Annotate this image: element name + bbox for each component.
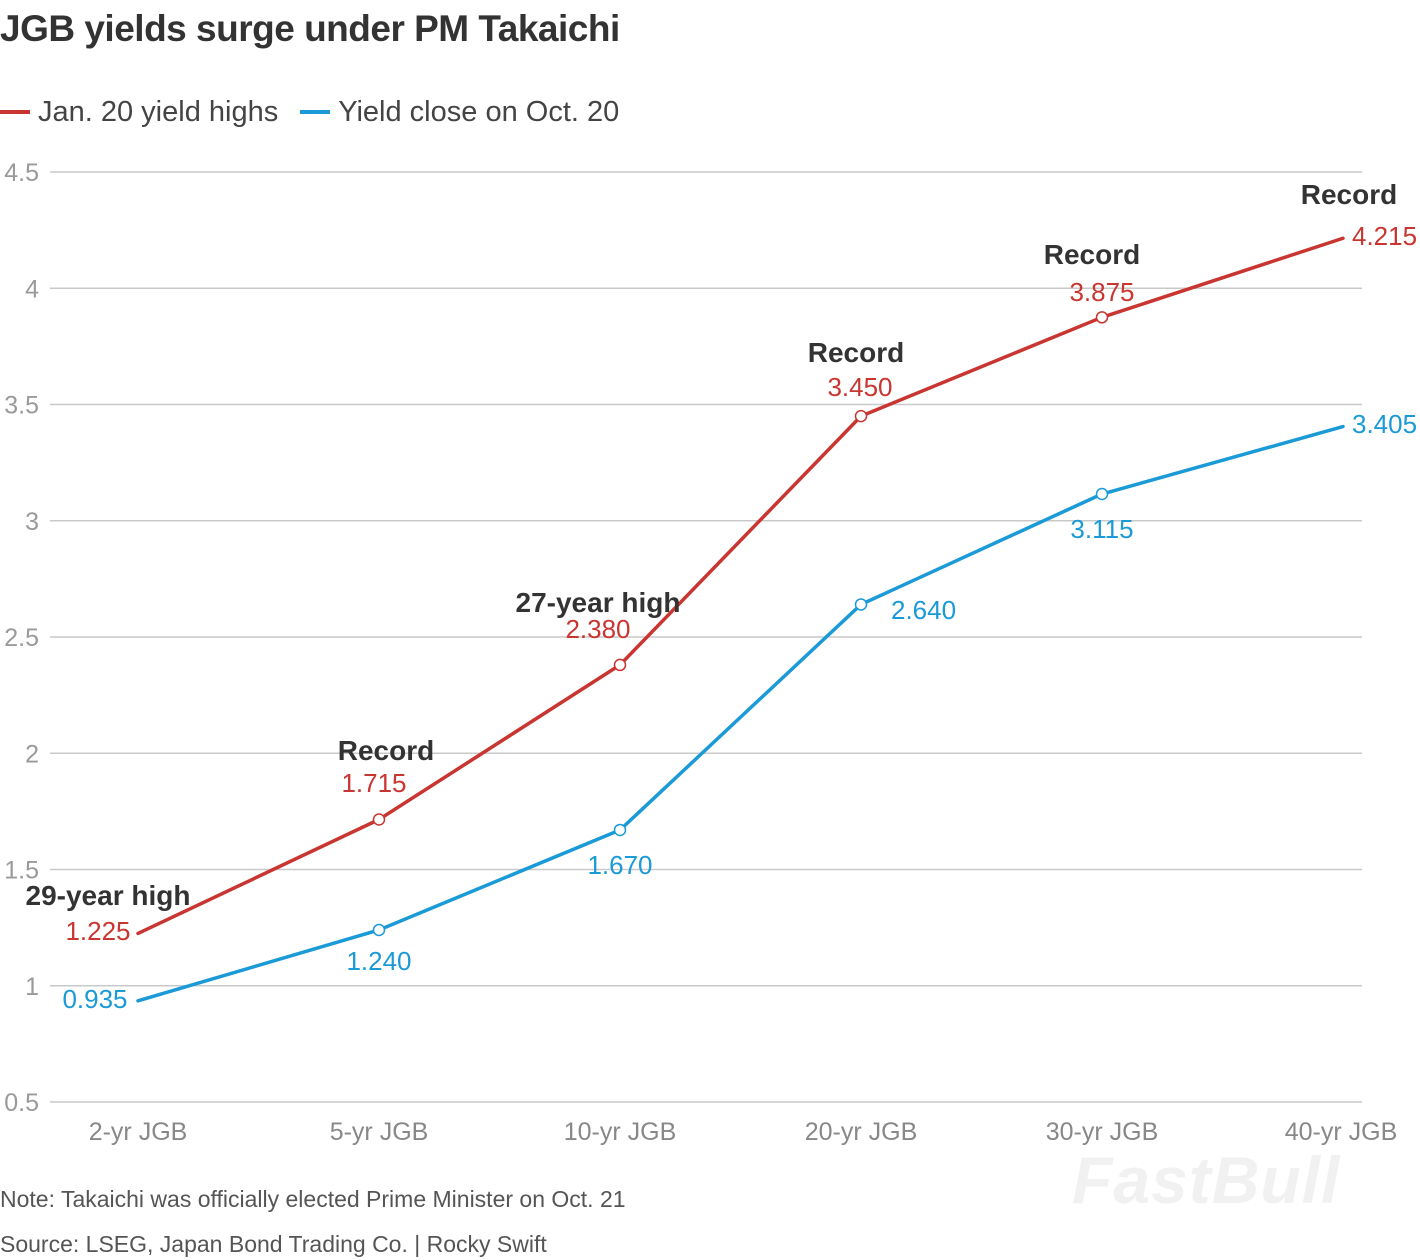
data-label: 1.715 bbox=[341, 768, 406, 798]
data-label: 3.115 bbox=[1070, 514, 1133, 544]
data-label: 4.215 bbox=[1352, 221, 1417, 251]
data-label: 3.875 bbox=[1069, 277, 1134, 307]
data-label: 2.640 bbox=[891, 595, 956, 625]
legend: Jan. 20 yield highs Yield close on Oct. … bbox=[0, 92, 641, 132]
data-label: 2.380 bbox=[565, 614, 630, 644]
y-tick-label: 4 bbox=[25, 275, 39, 303]
data-label: 3.405 bbox=[1352, 409, 1417, 439]
chart-title: JGB yields surge under PM Takaichi bbox=[0, 8, 620, 49]
annotation-label: 27-year high bbox=[516, 587, 681, 618]
x-tick-label: 20-yr JGB bbox=[805, 1118, 918, 1146]
series-line-oct20 bbox=[136, 424, 1345, 1003]
y-tick-label: 1.5 bbox=[4, 857, 39, 885]
y-tick-label: 2.5 bbox=[4, 624, 39, 652]
annotation-label: Record bbox=[808, 337, 904, 368]
annotation-label: Record bbox=[1044, 239, 1140, 270]
x-tick-label: 10-yr JGB bbox=[564, 1118, 677, 1146]
data-point bbox=[613, 658, 627, 672]
data-label: 0.935 bbox=[62, 984, 127, 1014]
y-tick-label: 3 bbox=[25, 508, 39, 536]
data-point bbox=[1095, 487, 1109, 501]
legend-label-jan20: Jan. 20 yield highs bbox=[38, 95, 279, 128]
annotation-label: Record bbox=[338, 735, 434, 766]
annotation-label: Record bbox=[1301, 179, 1397, 210]
legend-swatch-blue bbox=[300, 110, 331, 114]
x-tick-label: 30-yr JGB bbox=[1046, 1118, 1159, 1146]
legend-label-oct20: Yield close on Oct. 20 bbox=[338, 95, 620, 128]
x-tick-label: 2-yr JGB bbox=[89, 1118, 188, 1146]
legend-item-oct20: Yield close on Oct. 20 bbox=[300, 96, 619, 129]
chart-source: Source: LSEG, Japan Bond Trading Co. | R… bbox=[0, 1231, 547, 1257]
data-point bbox=[854, 409, 868, 423]
data-point bbox=[854, 598, 868, 611]
legend-item-jan20: Jan. 20 yield highs bbox=[0, 96, 278, 129]
data-label: 1.240 bbox=[346, 946, 411, 976]
y-tick-label: 0.5 bbox=[4, 1089, 39, 1117]
annotation-label: 29-year high bbox=[26, 880, 191, 911]
x-tick-label: 5-yr JGB bbox=[330, 1118, 429, 1146]
y-tick-label: 4.5 bbox=[4, 159, 39, 187]
y-tick-label: 2 bbox=[25, 740, 39, 768]
series-line-jan20 bbox=[136, 236, 1345, 936]
data-label: 1.225 bbox=[65, 916, 130, 946]
y-tick-label: 3.5 bbox=[4, 392, 39, 420]
chart-note: Note: Takaichi was officially elected Pr… bbox=[0, 1186, 626, 1212]
data-point bbox=[1095, 311, 1109, 324]
data-label: 1.670 bbox=[587, 850, 652, 880]
x-tick-label: 40-yr JGB bbox=[1285, 1118, 1398, 1146]
legend-swatch-red bbox=[0, 110, 30, 114]
watermark-logo: FastBull bbox=[1072, 1143, 1341, 1217]
data-label: 3.450 bbox=[827, 372, 892, 402]
data-point bbox=[372, 813, 386, 826]
y-tick-label: 1 bbox=[25, 973, 39, 1001]
data-point bbox=[613, 823, 627, 837]
data-point bbox=[372, 923, 386, 937]
